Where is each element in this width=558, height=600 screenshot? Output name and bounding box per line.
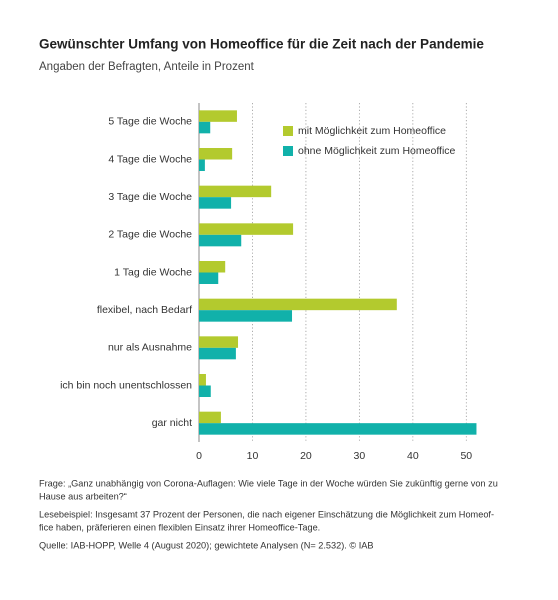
legend-swatch <box>283 126 293 136</box>
x-tick-label: 40 <box>407 450 419 462</box>
y-tick-label: flexibel, nach Bedarf <box>97 304 192 316</box>
y-tick-label: 2 Tage die Woche <box>108 229 192 241</box>
bar <box>199 223 294 235</box>
bar <box>199 347 236 360</box>
y-tick-label: 3 Tage die Woche <box>108 191 192 203</box>
y-tick-label: nur als Ausnahme <box>108 342 192 354</box>
y-tick-label: 4 Tage die Woche <box>108 153 192 165</box>
bar <box>199 185 272 198</box>
x-tick-label: 20 <box>300 450 312 462</box>
bar <box>199 374 206 386</box>
chart-subtitle: Angaben der Befragten, Anteile in Prozen… <box>39 61 255 73</box>
bar <box>199 234 242 247</box>
bar <box>199 310 293 322</box>
y-tick-label: 1 Tag die Woche <box>114 266 192 278</box>
note: fice haben, präferieren einen flexiblen … <box>39 522 320 532</box>
bar <box>199 110 237 122</box>
bar <box>199 272 219 284</box>
chart-title: Gewünschter Umfang von Homeoffice für di… <box>39 37 484 52</box>
legend-swatch <box>283 146 293 156</box>
y-tick-label: ich bin noch unentschlossen <box>60 379 192 391</box>
bar <box>199 423 477 435</box>
x-tick-label: 10 <box>247 450 259 462</box>
note: Hause aus arbeiten?“ <box>39 491 127 501</box>
bar <box>199 121 211 134</box>
bar <box>199 385 211 397</box>
bar <box>199 261 226 273</box>
y-tick-label: gar nicht <box>152 417 192 429</box>
legend-label: ohne Möglichkeit zum Homeoffice <box>298 145 456 157</box>
bar <box>199 197 232 209</box>
note: Quelle: IAB-HOPP, Welle 4 (August 2020);… <box>39 540 374 550</box>
x-tick-label: 30 <box>354 450 366 462</box>
bar <box>199 148 233 160</box>
bar <box>199 159 205 171</box>
y-tick-label: 5 Tage die Woche <box>108 116 192 128</box>
x-tick-label: 50 <box>460 450 472 462</box>
note: Lesebeispiel: Insgesamt 37 Prozent der P… <box>39 509 494 519</box>
bar <box>199 411 221 424</box>
note: Frage: „Ganz unabhängig von Corona-Aufla… <box>39 478 498 488</box>
x-tick-label: 0 <box>196 450 202 462</box>
bar <box>199 298 397 311</box>
legend-label: mit Möglichkeit zum Homeoffice <box>298 125 446 137</box>
bar <box>199 336 239 348</box>
